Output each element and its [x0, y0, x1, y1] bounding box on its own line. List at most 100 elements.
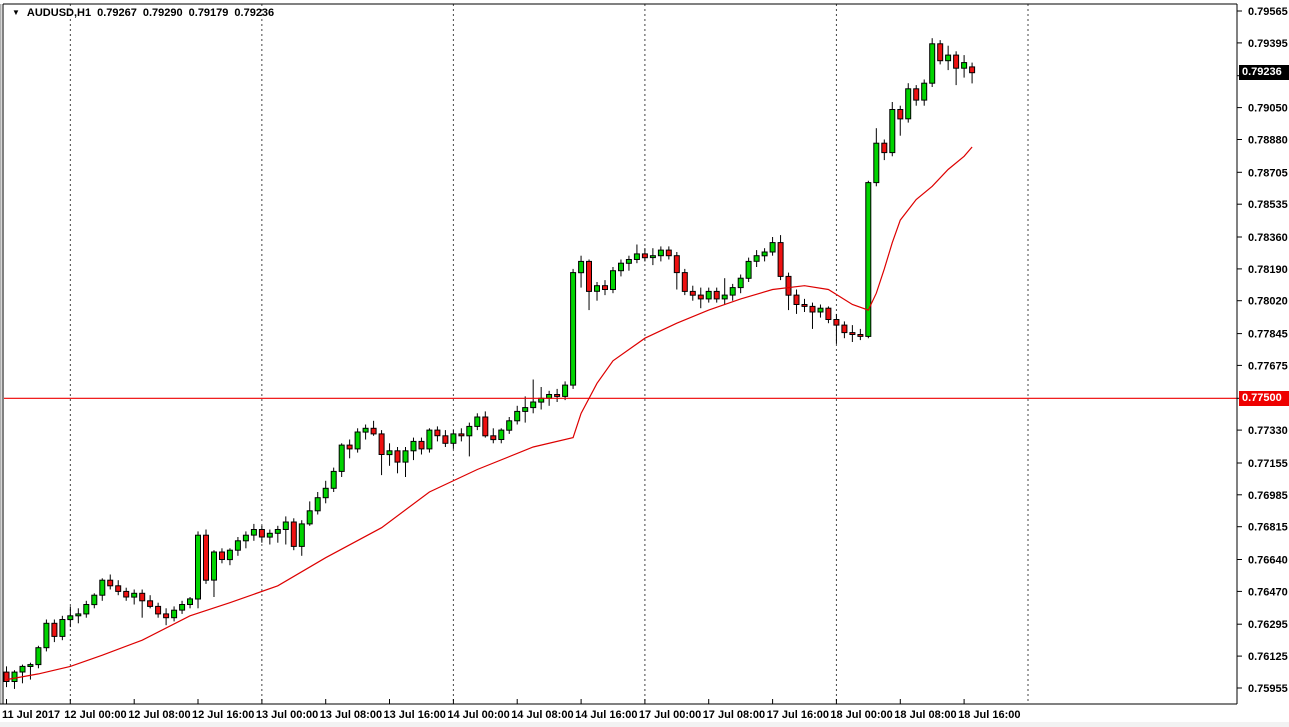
- time-axis-label: 18 Jul 16:00: [958, 709, 1020, 721]
- candle-body-down: [833, 319, 840, 326]
- candle-body-down: [378, 433, 385, 455]
- candle-body-down: [482, 416, 489, 437]
- candle-body-up: [99, 579, 106, 596]
- price-axis-label: 0.76295: [1248, 619, 1288, 631]
- candle-body-up: [35, 647, 42, 666]
- candle-body-up: [817, 307, 824, 313]
- candle-body-down: [115, 585, 122, 592]
- candle-body-up: [131, 592, 138, 598]
- candle-body-down: [107, 579, 114, 587]
- candle-body-up: [961, 62, 968, 69]
- candle-body-down: [785, 275, 792, 296]
- candle-body-down: [697, 294, 704, 300]
- candle-body-up: [67, 615, 74, 621]
- candle-body-up: [594, 285, 600, 292]
- candle-body-up: [187, 598, 193, 606]
- time-axis-label: 18 Jul 00:00: [830, 709, 892, 721]
- candle-body-down: [554, 394, 561, 397]
- candle-body-down: [290, 521, 297, 547]
- time-axis-label: 13 Jul 16:00: [384, 709, 446, 721]
- candle-body-up: [179, 604, 186, 611]
- candle-body-down: [586, 260, 592, 292]
- candle-body-up: [59, 619, 66, 637]
- low-value: 0.79179: [188, 7, 229, 19]
- price-axis-label: 0.78190: [1248, 264, 1288, 276]
- candle-body-down: [147, 600, 154, 607]
- candle-body-up: [514, 410, 521, 422]
- symbol-dropdown-icon[interactable]: ▼: [12, 8, 20, 17]
- candle-body-down: [394, 450, 401, 463]
- candle-body-down: [969, 66, 976, 74]
- candle-body-up: [338, 444, 345, 472]
- candle-body-down: [809, 305, 816, 313]
- candle-body-down: [155, 605, 162, 615]
- candle-body-up: [75, 613, 82, 617]
- candle-body-up: [729, 287, 736, 296]
- time-axis-label: 13 Jul 08:00: [320, 709, 382, 721]
- price-axis-label: 0.76125: [1248, 651, 1288, 663]
- candle-body-down: [713, 290, 720, 300]
- candle-body-up: [945, 54, 952, 62]
- price-axis-label: 0.76985: [1248, 490, 1288, 502]
- candle-body-up: [865, 182, 872, 337]
- candle-body-up: [721, 294, 728, 300]
- candle-body-up: [474, 416, 481, 427]
- candle-body-down: [123, 590, 130, 598]
- candle-body-down: [490, 435, 497, 441]
- candle-body-down: [689, 290, 696, 296]
- symbol-period-label: AUDUSD,H1: [26, 7, 92, 19]
- time-axis-label: 14 Jul 08:00: [511, 709, 573, 721]
- high-value: 0.79290: [142, 7, 183, 19]
- candle-body-up: [466, 425, 473, 437]
- candle-body-up: [705, 290, 712, 300]
- candle-body-up: [905, 88, 912, 120]
- candle-body-up: [921, 82, 928, 101]
- candle-body-up: [11, 671, 18, 682]
- candle-body-down: [913, 88, 920, 101]
- window-bottom-strip: [0, 722, 1289, 727]
- candle-body-down: [442, 435, 449, 444]
- candle-body-down: [139, 592, 146, 602]
- candle-body-up: [737, 277, 744, 289]
- candle-body-down: [434, 429, 441, 437]
- time-axis-label: 17 Jul 00:00: [639, 709, 701, 721]
- candle-body-down: [857, 334, 864, 337]
- candle-body-up: [562, 384, 569, 397]
- candle-body-down: [801, 304, 808, 307]
- horizontal-line-price-tag: 0.77500: [1239, 391, 1289, 406]
- price-axis-label: 0.75955: [1248, 683, 1288, 695]
- candle-body-up: [19, 665, 26, 673]
- price-axis-label: 0.78020: [1248, 296, 1288, 308]
- time-axis-label: 18 Jul 08:00: [894, 709, 956, 721]
- time-axis-label: 13 Jul 00:00: [256, 709, 318, 721]
- candle-body-up: [929, 43, 936, 84]
- open-value: 0.79267: [97, 7, 137, 19]
- candle-body-up: [769, 242, 776, 253]
- time-axis-label: 17 Jul 16:00: [767, 709, 829, 721]
- candle-body-up: [386, 450, 393, 456]
- candle-body-down: [681, 272, 688, 292]
- candle-body-up: [410, 440, 417, 452]
- candle-body-up: [625, 259, 632, 264]
- price-axis-label: 0.77155: [1248, 458, 1288, 470]
- candle-body-down: [897, 109, 904, 120]
- candle-body-down: [346, 444, 353, 450]
- price-axis-label: 0.78880: [1248, 135, 1288, 147]
- candle-body-down: [777, 242, 784, 277]
- candle-body-up: [306, 510, 313, 525]
- candle-body-up: [282, 521, 289, 530]
- candle-body-up: [195, 534, 201, 600]
- time-axis-label: 17 Jul 08:00: [703, 709, 765, 721]
- time-axis-label: 11 Jul 2017: [2, 709, 60, 721]
- candle-body-up: [618, 262, 624, 272]
- candle-body-up: [211, 551, 217, 581]
- price-axis-label: 0.78705: [1248, 167, 1288, 179]
- current-price-tag: 0.79236: [1239, 65, 1289, 80]
- candle-body-up: [450, 433, 457, 444]
- candle-body-up: [506, 420, 513, 431]
- price-axis-label: 0.76640: [1248, 555, 1288, 567]
- candle-body-up: [234, 540, 241, 551]
- candle-body-up: [873, 142, 880, 184]
- candle-body-up: [362, 427, 369, 433]
